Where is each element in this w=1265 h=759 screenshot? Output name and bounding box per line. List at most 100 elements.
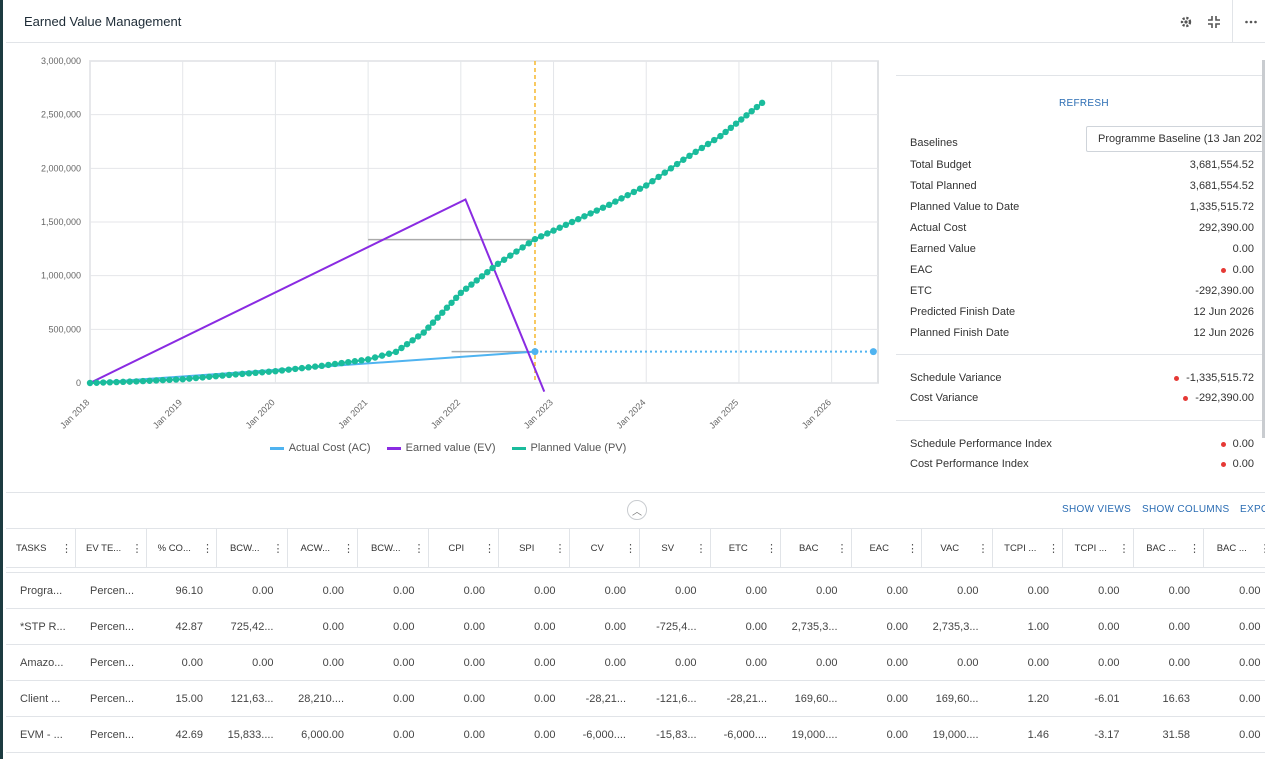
column-header[interactable]: BCW... ⋮ (217, 529, 288, 567)
column-header[interactable]: SPI ⋮ (499, 529, 570, 567)
pv-point (462, 285, 470, 292)
pv-point (544, 230, 551, 237)
show-columns-button[interactable]: SHOW COLUMNS (1142, 504, 1230, 515)
column-header[interactable]: BCW... ⋮ (358, 529, 429, 567)
metric-label: Schedule Variance (910, 372, 1002, 384)
table-row[interactable]: EVM - ... Percen... 42.69 15,833.... 6,000.0… (6, 717, 1265, 753)
table-row[interactable]: Progra... Percen... 96.10 0.00 0.00 0.00 0.00 0… (6, 573, 1265, 609)
pv-point (420, 329, 427, 336)
table-cell: 0.00 (604, 620, 626, 633)
column-header[interactable]: CPI ⋮ (429, 529, 499, 567)
column-menu-icon[interactable]: ⋮ (343, 542, 354, 555)
table-cell[interactable]: Client ... (20, 692, 61, 705)
export-button[interactable]: EXPO (1240, 504, 1265, 515)
header-actions (1172, 0, 1265, 43)
table-cell: 725,42... (230, 620, 274, 633)
table-cell: Percen... (90, 728, 135, 741)
table-cell[interactable]: *STP R... (20, 620, 66, 633)
column-menu-icon[interactable]: ⋮ (1259, 542, 1265, 555)
baseline-select[interactable]: Programme Baseline (13 Jan 2022 (1086, 126, 1265, 152)
table-cell: 0.00 (322, 656, 344, 669)
table-cell: 0.00 (1098, 620, 1120, 633)
column-menu-icon[interactable]: ⋮ (977, 542, 989, 555)
legend-item-ac[interactable]: Actual Cost (AC) (269, 442, 371, 454)
column-header[interactable]: VAC ⋮ (922, 529, 993, 567)
column-menu-icon[interactable]: ⋮ (695, 542, 707, 555)
metric-value: 0.00 (1232, 243, 1254, 255)
column-header[interactable]: SV ⋮ (640, 529, 711, 567)
column-menu-icon[interactable]: ⋮ (131, 542, 143, 555)
column-header[interactable]: CV ⋮ (570, 529, 640, 567)
pv-point (86, 379, 94, 387)
column-menu-icon[interactable]: ⋮ (625, 542, 636, 555)
table-cell: 0.00 (886, 728, 908, 741)
table-cell: 15.00 (175, 692, 203, 705)
metrics-panel: REFRESH Baselines Programme Baseline (13… (896, 75, 1265, 480)
left-accent-bar (0, 0, 3, 759)
column-menu-icon[interactable]: ⋮ (1118, 542, 1130, 555)
column-menu-icon[interactable]: ⋮ (202, 542, 213, 555)
metric-row: Planned Finish Date 12 Jun 2026 (910, 323, 1254, 343)
column-menu-icon[interactable]: ⋮ (272, 542, 284, 555)
x-tick-label: Jan 2022 (429, 397, 462, 430)
collapse-chart-button[interactable]: ︿ (627, 500, 647, 520)
column-header-label: TCPI ... (1074, 542, 1107, 554)
pv-point (457, 289, 465, 297)
column-menu-icon[interactable]: ⋮ (766, 542, 777, 555)
pv-point (409, 337, 416, 344)
column-header[interactable]: EAC ⋮ (852, 529, 922, 567)
column-header[interactable]: BAC ⋮ (781, 529, 852, 567)
metric-row: Cost Performance Index 0.00 (910, 454, 1254, 474)
pv-point (358, 357, 365, 364)
table-cell: 0.00 (745, 584, 767, 597)
pv-point (612, 198, 619, 205)
pv-point (753, 103, 761, 111)
panel-scrollbar[interactable] (1262, 60, 1265, 438)
column-header-label: CPI (448, 542, 465, 554)
metric-value-wrap: -292,390.00 (1183, 392, 1254, 404)
column-menu-icon[interactable]: ⋮ (1189, 542, 1200, 555)
show-views-button[interactable]: SHOW VIEWS (1062, 504, 1132, 515)
column-menu-icon[interactable]: ⋮ (554, 542, 566, 555)
column-header[interactable]: BAC ... ⋮ (1204, 529, 1265, 567)
pv-point (550, 227, 557, 234)
column-menu-icon[interactable]: ⋮ (1048, 542, 1059, 555)
column-header[interactable]: ETC ⋮ (711, 529, 781, 567)
refresh-button[interactable]: REFRESH (1059, 98, 1109, 109)
column-menu-icon[interactable]: ⋮ (836, 542, 848, 555)
column-header[interactable]: % CO... ⋮ (147, 529, 217, 567)
table-row[interactable]: Client ... Percen... 15.00 121,63... 28,210.… (6, 681, 1265, 717)
pv-point (166, 376, 173, 384)
widget-title: Earned Value Management (24, 14, 182, 29)
pv-point (443, 304, 451, 311)
table-cell[interactable]: EVM - ... (20, 728, 63, 741)
legend-item-pv[interactable]: Planned Value (PV) (511, 442, 626, 454)
column-header[interactable]: TCPI ... ⋮ (1063, 529, 1134, 567)
table-cell: 0.00 (1168, 584, 1190, 597)
column-header[interactable]: BAC ... ⋮ (1134, 529, 1204, 567)
column-header[interactable]: TCPI ... ⋮ (993, 529, 1063, 567)
evm-table: TASKS ⋮ EV TE... ⋮% CO... ⋮ BCW... ⋮ ACW... ⋮ BCW… (6, 528, 1265, 753)
table-cell[interactable]: Progra... (20, 584, 63, 597)
legend-item-ev[interactable]: Earned value (EV) (386, 442, 496, 454)
table-row[interactable]: Amazo... Percen... 0.00 0.00 0.00 0.00 0.00 0.0… (6, 645, 1265, 681)
column-header[interactable]: TASKS ⋮ (6, 529, 76, 567)
metric-value: 12 Jun 2026 (1193, 306, 1254, 318)
collapse-icon[interactable] (1200, 0, 1228, 43)
more-icon[interactable] (1237, 0, 1265, 43)
alert-dot-icon (1220, 441, 1226, 447)
column-header[interactable]: ACW... ⋮ (288, 529, 358, 567)
column-menu-icon[interactable]: ⋮ (61, 542, 72, 555)
table-cell[interactable]: Amazo... (20, 656, 64, 669)
metric-row: Predicted Finish Date 12 Jun 2026 (910, 302, 1254, 322)
table-row[interactable]: *STP R... Percen... 42.87 725,42... 0.00 0.00… (6, 609, 1265, 645)
pv-point (212, 372, 220, 380)
gear-icon[interactable] (1172, 0, 1200, 43)
table-cell: 0.00 (252, 584, 274, 597)
pv-point (581, 213, 588, 220)
column-header[interactable]: EV TE... ⋮ (76, 529, 147, 567)
column-menu-icon[interactable]: ⋮ (413, 542, 425, 555)
table-cell: 0.00 (252, 656, 274, 669)
column-menu-icon[interactable]: ⋮ (484, 542, 495, 555)
column-menu-icon[interactable]: ⋮ (907, 542, 918, 555)
